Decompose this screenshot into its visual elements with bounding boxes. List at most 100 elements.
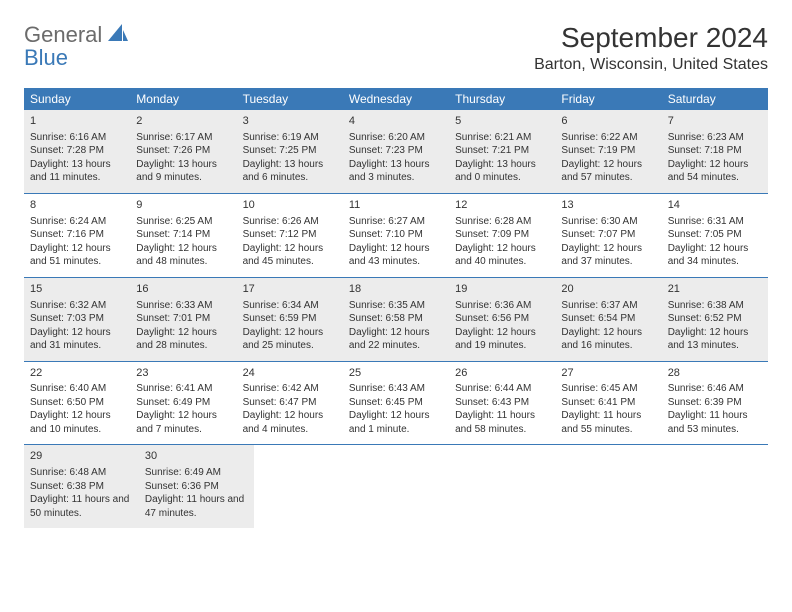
daylight-line: Daylight: 12 hours and 4 minutes. xyxy=(243,409,337,436)
day-cell: 28Sunrise: 6:46 AMSunset: 6:39 PMDayligh… xyxy=(662,362,768,445)
day-cell: 7Sunrise: 6:23 AMSunset: 7:18 PMDaylight… xyxy=(662,110,768,193)
day-cell: 11Sunrise: 6:27 AMSunset: 7:10 PMDayligh… xyxy=(343,194,449,277)
day-number: 26 xyxy=(455,366,549,381)
day-number: 27 xyxy=(561,366,655,381)
day-number: 16 xyxy=(136,282,230,297)
sunrise-line: Sunrise: 6:35 AM xyxy=(349,299,443,313)
weekday-header: Friday xyxy=(555,88,661,110)
day-number: 6 xyxy=(561,114,655,129)
day-number: 4 xyxy=(349,114,443,129)
daylight-line: Daylight: 12 hours and 16 minutes. xyxy=(561,326,655,353)
week-row: 22Sunrise: 6:40 AMSunset: 6:50 PMDayligh… xyxy=(24,362,768,446)
daylight-line: Daylight: 12 hours and 57 minutes. xyxy=(561,158,655,185)
sunset-line: Sunset: 7:07 PM xyxy=(561,228,655,242)
day-number: 18 xyxy=(349,282,443,297)
sunset-line: Sunset: 7:23 PM xyxy=(349,144,443,158)
sunset-line: Sunset: 6:43 PM xyxy=(455,396,549,410)
day-number: 14 xyxy=(668,198,762,213)
day-cell: 24Sunrise: 6:42 AMSunset: 6:47 PMDayligh… xyxy=(237,362,343,445)
sunrise-line: Sunrise: 6:46 AM xyxy=(668,382,762,396)
sunset-line: Sunset: 6:54 PM xyxy=(561,312,655,326)
day-number: 17 xyxy=(243,282,337,297)
weekday-header: Tuesday xyxy=(237,88,343,110)
day-cell: 21Sunrise: 6:38 AMSunset: 6:52 PMDayligh… xyxy=(662,278,768,361)
daylight-line: Daylight: 11 hours and 55 minutes. xyxy=(561,409,655,436)
sunrise-line: Sunrise: 6:45 AM xyxy=(561,382,655,396)
title-block: September 2024 Barton, Wisconsin, United… xyxy=(534,22,768,74)
daylight-line: Daylight: 11 hours and 58 minutes. xyxy=(455,409,549,436)
weekday-header: Saturday xyxy=(662,88,768,110)
day-cell: 20Sunrise: 6:37 AMSunset: 6:54 PMDayligh… xyxy=(555,278,661,361)
day-cell: 9Sunrise: 6:25 AMSunset: 7:14 PMDaylight… xyxy=(130,194,236,277)
empty-cell xyxy=(562,445,665,528)
day-number: 29 xyxy=(30,449,133,464)
sunset-line: Sunset: 7:01 PM xyxy=(136,312,230,326)
day-cell: 2Sunrise: 6:17 AMSunset: 7:26 PMDaylight… xyxy=(130,110,236,193)
day-number: 28 xyxy=(668,366,762,381)
day-cell: 14Sunrise: 6:31 AMSunset: 7:05 PMDayligh… xyxy=(662,194,768,277)
day-cell: 19Sunrise: 6:36 AMSunset: 6:56 PMDayligh… xyxy=(449,278,555,361)
sunrise-line: Sunrise: 6:21 AM xyxy=(455,131,549,145)
empty-cell xyxy=(665,445,768,528)
sunset-line: Sunset: 7:03 PM xyxy=(30,312,124,326)
day-number: 9 xyxy=(136,198,230,213)
logo-line1: General xyxy=(24,22,102,47)
day-number: 7 xyxy=(668,114,762,129)
day-cell: 13Sunrise: 6:30 AMSunset: 7:07 PMDayligh… xyxy=(555,194,661,277)
day-number: 13 xyxy=(561,198,655,213)
day-number: 5 xyxy=(455,114,549,129)
day-number: 3 xyxy=(243,114,337,129)
calendar: SundayMondayTuesdayWednesdayThursdayFrid… xyxy=(24,88,768,528)
sunset-line: Sunset: 6:36 PM xyxy=(145,480,248,494)
week-row: 15Sunrise: 6:32 AMSunset: 7:03 PMDayligh… xyxy=(24,278,768,362)
empty-cell xyxy=(254,445,357,528)
daylight-line: Daylight: 13 hours and 6 minutes. xyxy=(243,158,337,185)
sunrise-line: Sunrise: 6:24 AM xyxy=(30,215,124,229)
day-cell: 16 Sunrise: 6:33 AMSunset: 7:01 PMDayligh… xyxy=(130,278,236,361)
daylight-line: Daylight: 11 hours and 47 minutes. xyxy=(145,493,248,520)
empty-cell xyxy=(459,445,562,528)
daylight-line: Daylight: 13 hours and 9 minutes. xyxy=(136,158,230,185)
sunset-line: Sunset: 7:18 PM xyxy=(668,144,762,158)
day-cell: 6Sunrise: 6:22 AMSunset: 7:19 PMDaylight… xyxy=(555,110,661,193)
sunrise-line: Sunrise: 6:23 AM xyxy=(668,131,762,145)
day-cell: 17Sunrise: 6:34 AMSunset: 6:59 PMDayligh… xyxy=(237,278,343,361)
daylight-line: Daylight: 12 hours and 40 minutes. xyxy=(455,242,549,269)
daylight-line: Daylight: 12 hours and 48 minutes. xyxy=(136,242,230,269)
day-number: 21 xyxy=(668,282,762,297)
daylight-line: Daylight: 12 hours and 37 minutes. xyxy=(561,242,655,269)
daylight-line: Daylight: 12 hours and 7 minutes. xyxy=(136,409,230,436)
daylight-line: Daylight: 13 hours and 11 minutes. xyxy=(30,158,124,185)
sunrise-line: Sunrise: 6:49 AM xyxy=(145,466,248,480)
daylight-line: Daylight: 12 hours and 1 minute. xyxy=(349,409,443,436)
weekday-header: Thursday xyxy=(449,88,555,110)
sunrise-line: Sunrise: 6:33 AM xyxy=(136,299,230,313)
sunrise-line: Sunrise: 6:19 AM xyxy=(243,131,337,145)
day-number: 25 xyxy=(349,366,443,381)
day-cell: 1Sunrise: 6:16 AMSunset: 7:28 PMDaylight… xyxy=(24,110,130,193)
sunrise-line: Sunrise: 6:28 AM xyxy=(455,215,549,229)
logo: General Blue xyxy=(24,22,128,69)
day-cell: 10Sunrise: 6:26 AMSunset: 7:12 PMDayligh… xyxy=(237,194,343,277)
sunset-line: Sunset: 6:39 PM xyxy=(668,396,762,410)
day-cell: 27Sunrise: 6:45 AMSunset: 6:41 PMDayligh… xyxy=(555,362,661,445)
weekday-header-row: SundayMondayTuesdayWednesdayThursdayFrid… xyxy=(24,88,768,110)
day-cell: 15Sunrise: 6:32 AMSunset: 7:03 PMDayligh… xyxy=(24,278,130,361)
daylight-line: Daylight: 13 hours and 0 minutes. xyxy=(455,158,549,185)
day-number: 10 xyxy=(243,198,337,213)
sunset-line: Sunset: 7:21 PM xyxy=(455,144,549,158)
daylight-line: Daylight: 12 hours and 19 minutes. xyxy=(455,326,549,353)
day-number: 2 xyxy=(136,114,230,129)
sunrise-line: Sunrise: 6:27 AM xyxy=(349,215,443,229)
sunset-line: Sunset: 6:41 PM xyxy=(561,396,655,410)
sunrise-line: Sunrise: 6:34 AM xyxy=(243,299,337,313)
week-row: 8Sunrise: 6:24 AMSunset: 7:16 PMDaylight… xyxy=(24,194,768,278)
day-cell: 29Sunrise: 6:48 AMSunset: 6:38 PMDayligh… xyxy=(24,445,139,528)
daylight-line: Daylight: 12 hours and 34 minutes. xyxy=(668,242,762,269)
sunrise-line: Sunrise: 6:44 AM xyxy=(455,382,549,396)
sunrise-line: Sunrise: 6:48 AM xyxy=(30,466,133,480)
daylight-line: Daylight: 11 hours and 50 minutes. xyxy=(30,493,133,520)
day-cell: 5 Sunrise: 6:21 AMSunset: 7:21 PMDaylight… xyxy=(449,110,555,193)
empty-cell xyxy=(357,445,460,528)
daylight-line: Daylight: 12 hours and 28 minutes. xyxy=(136,326,230,353)
